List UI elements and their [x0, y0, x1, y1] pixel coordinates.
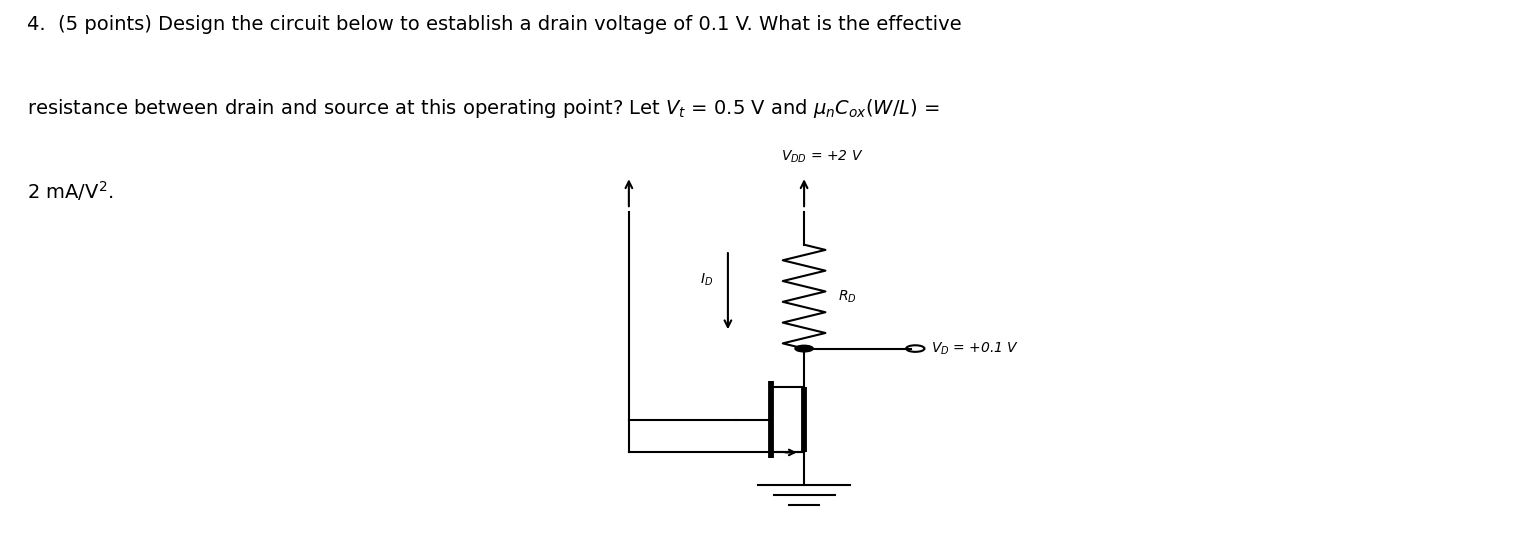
Text: $I_D$: $I_D$ [700, 272, 712, 289]
Circle shape [795, 345, 813, 352]
Text: $R_D$: $R_D$ [838, 289, 856, 305]
Text: 2 mA/V$^2$.: 2 mA/V$^2$. [28, 179, 113, 203]
Text: $V_D$ = +0.1 V: $V_D$ = +0.1 V [930, 340, 1019, 357]
Text: 4.  (5 points) Design the circuit below to establish a drain voltage of 0.1 V. W: 4. (5 points) Design the circuit below t… [28, 15, 962, 34]
Text: $V_{DD}$ = +2 V: $V_{DD}$ = +2 V [781, 149, 864, 165]
Text: resistance between drain and source at this operating point? Let $V_t$ = 0.5 V a: resistance between drain and source at t… [28, 97, 941, 120]
